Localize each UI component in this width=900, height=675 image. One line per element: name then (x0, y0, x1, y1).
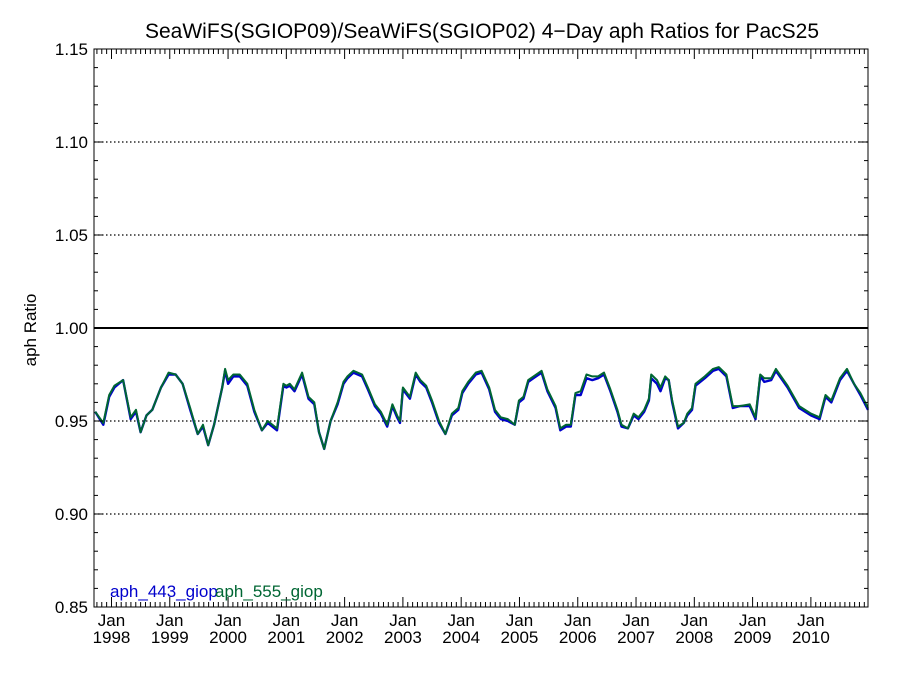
x-tick-year-label: 2009 (734, 628, 772, 647)
y-tick-label: 0.85 (55, 598, 88, 617)
x-tick-year-label: 2010 (792, 628, 830, 647)
y-tick-label: 1.00 (55, 319, 88, 338)
legend-entry-aph_443_giop: aph_443_giop (110, 582, 218, 601)
legend-entry-aph_555_giop: aph_555_giop (215, 582, 323, 601)
x-tick-year-label: 2007 (617, 628, 655, 647)
x-tick-month-label: Jan (331, 611, 358, 630)
y-tick-label: 1.10 (55, 133, 88, 152)
chart-title: SeaWiFS(SGIOP09)/SeaWiFS(SGIOP02) 4−Day … (145, 20, 819, 43)
x-tick-year-label: 2005 (501, 628, 539, 647)
x-tick-month-label: Jan (214, 611, 241, 630)
x-tick-month-label: Jan (564, 611, 591, 630)
y-tick-label: 0.90 (55, 505, 88, 524)
x-tick-month-label: Jan (506, 611, 533, 630)
x-tick-year-label: 2001 (267, 628, 305, 647)
series-line-aph_555_giop (94, 366, 869, 450)
x-tick-year-label: 2008 (675, 628, 713, 647)
x-tick-month-label: Jan (681, 611, 708, 630)
axis-ticks: 0.850.900.951.001.051.101.15Jan1998Jan19… (55, 40, 868, 647)
x-tick-month-label: Jan (389, 611, 416, 630)
x-tick-month-label: Jan (739, 611, 766, 630)
x-tick-month-label: Jan (273, 611, 300, 630)
y-tick-label: 1.05 (55, 226, 88, 245)
x-tick-month-label: Jan (447, 611, 474, 630)
x-tick-month-label: Jan (622, 611, 649, 630)
y-axis-label: aph Ratio (21, 294, 40, 367)
x-tick-year-label: 1998 (93, 628, 131, 647)
x-tick-month-label: Jan (156, 611, 183, 630)
x-tick-year-label: 2000 (209, 628, 247, 647)
x-tick-year-label: 2003 (384, 628, 422, 647)
series-line-aph_443_giop (94, 367, 870, 451)
series-layer (94, 366, 870, 451)
x-tick-month-label: Jan (797, 611, 824, 630)
x-tick-year-label: 2002 (326, 628, 364, 647)
grid-lines (94, 141, 868, 515)
y-tick-label: 0.95 (55, 412, 88, 431)
y-tick-label: 1.15 (55, 40, 88, 59)
x-tick-month-label: Jan (98, 611, 125, 630)
x-tick-year-label: 2006 (559, 628, 597, 647)
x-tick-year-label: 2004 (442, 628, 480, 647)
x-tick-year-label: 1999 (151, 628, 189, 647)
